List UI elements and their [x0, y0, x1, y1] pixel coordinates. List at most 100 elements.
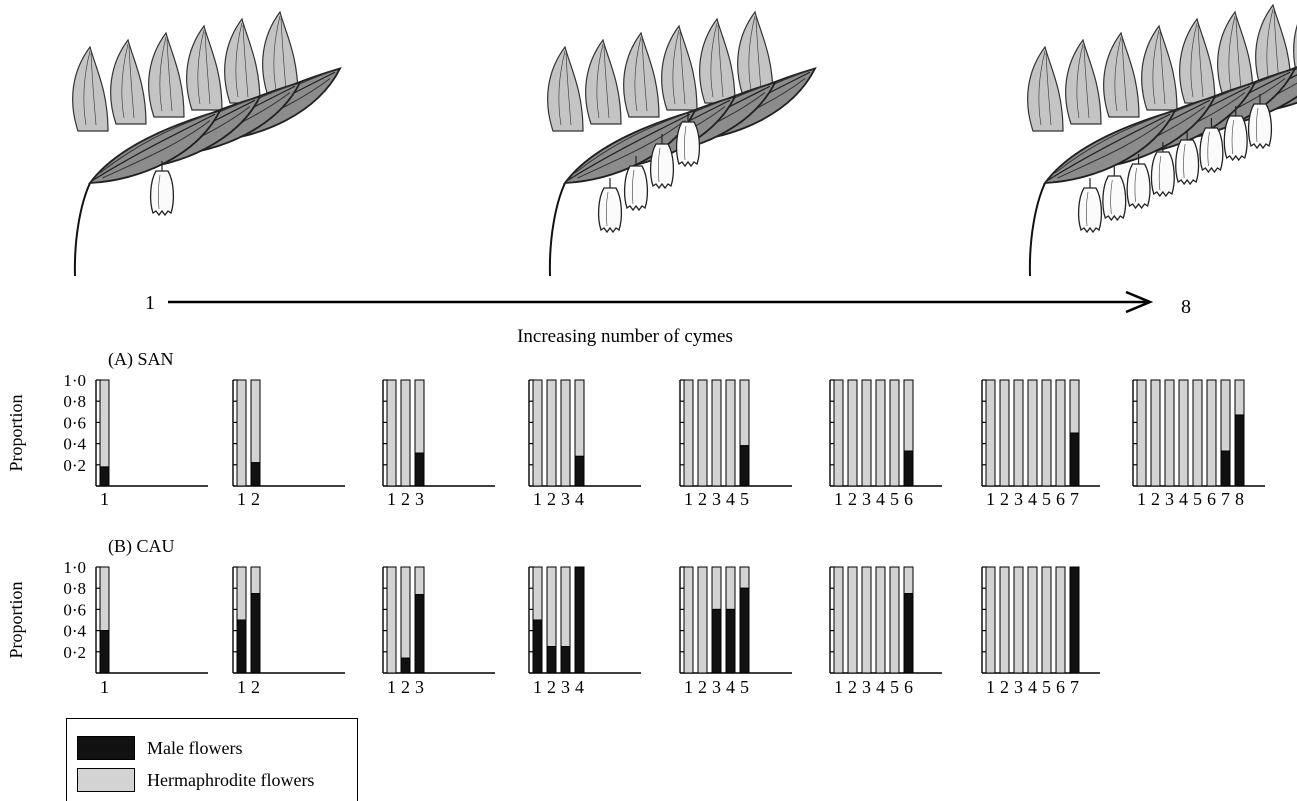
- hermaphrodite-bar: [1206, 379, 1217, 487]
- male-bar: [250, 462, 261, 487]
- x-tick-label: 1: [533, 677, 542, 697]
- stem: [73, 182, 91, 277]
- male-bar: [99, 466, 110, 487]
- hermaphrodite-bar: [1041, 379, 1052, 487]
- hermaphrodite-bar: [1013, 379, 1024, 487]
- bract-leaf: [623, 32, 660, 118]
- male-bar: [725, 608, 736, 674]
- x-tick-label: 5: [740, 489, 749, 509]
- bract-leaf: [72, 46, 109, 132]
- male-bar: [99, 630, 110, 674]
- male-bar: [1069, 566, 1080, 674]
- x-tick-label: 5: [890, 677, 899, 697]
- hermaphrodite-bar: [683, 379, 694, 487]
- male-bar: [739, 445, 750, 487]
- x-tick-label: 2: [698, 489, 707, 509]
- bract-leaf: [661, 25, 698, 111]
- hermaphrodite-bar: [546, 379, 557, 487]
- hermaphrodite-bar: [889, 379, 900, 487]
- male-bar: [739, 587, 750, 674]
- hermaphrodite-bar: [1055, 566, 1066, 674]
- hermaphrodite-bar: [1234, 379, 1245, 416]
- hermaphrodite-bar: [250, 379, 261, 464]
- bract-leaf: [262, 11, 299, 97]
- x-tick-label: 4: [575, 489, 584, 509]
- hermaphrodite-bar: [1164, 379, 1175, 487]
- x-tick-label: 6: [1207, 489, 1216, 509]
- hermaphrodite-bar: [236, 566, 247, 621]
- bract-leaf: [186, 25, 223, 111]
- hermaphrodite-bar: [560, 379, 571, 487]
- hermaphrodite-bar: [833, 379, 844, 487]
- hermaphrodite-bar: [386, 379, 397, 487]
- hermaphrodite-bar: [739, 379, 750, 447]
- x-tick-label: 4: [726, 489, 735, 509]
- x-tick-label: 2: [251, 489, 260, 509]
- x-tick-label: 2: [848, 489, 857, 509]
- bract-leaf: [1027, 46, 1064, 132]
- legend-male-label: Male flowers: [147, 737, 243, 758]
- x-tick-label: 1: [986, 489, 995, 509]
- bract-leaf: [224, 18, 261, 104]
- male-bar: [711, 608, 722, 674]
- hermaphrodite-bar: [236, 379, 247, 487]
- flower-icon: [597, 177, 623, 233]
- x-tick-label: 3: [415, 489, 424, 509]
- bract-leaf: [1141, 25, 1178, 111]
- x-tick-label: 2: [547, 489, 556, 509]
- hermaphrodite-bar: [1178, 379, 1189, 487]
- hermaphrodite-bar: [697, 566, 708, 674]
- x-tick-label: 6: [1056, 677, 1065, 697]
- legend-item-male: Male flowers: [77, 735, 242, 761]
- male-bar: [560, 646, 571, 674]
- hermaphrodite-bar: [1069, 379, 1080, 434]
- male-bar: [414, 594, 425, 674]
- x-tick-label: 4: [726, 677, 735, 697]
- x-tick-label: 3: [1165, 489, 1174, 509]
- hermaphrodite-bar: [861, 566, 872, 674]
- x-tick-label: 1: [387, 489, 396, 509]
- male-bar: [903, 593, 914, 674]
- hermaphrodite-bar: [574, 379, 585, 457]
- male-bar: [1220, 450, 1231, 487]
- arrow-caption: Increasing number of cymes: [517, 326, 733, 347]
- x-tick-label: 2: [1000, 677, 1009, 697]
- hermaphrodite-bar: [739, 566, 750, 589]
- bract-leaf: [148, 32, 185, 118]
- hermaphrodite-bar: [847, 566, 858, 674]
- hermaphrodite-bar: [725, 379, 736, 487]
- bract-leaf: [737, 11, 774, 97]
- x-tick-label: 1: [834, 677, 843, 697]
- hermaphrodite-bar: [711, 379, 722, 487]
- x-tick-label: 2: [401, 677, 410, 697]
- x-tick-label: 3: [712, 489, 721, 509]
- x-tick-label: 1: [237, 489, 246, 509]
- x-tick-label: 2: [848, 677, 857, 697]
- x-tick-label: 3: [1014, 677, 1023, 697]
- bar-panel-1: 1: [95, 566, 208, 697]
- x-tick-label: 2: [698, 677, 707, 697]
- stem: [1028, 182, 1046, 277]
- x-tick-label: 3: [415, 677, 424, 697]
- x-tick-label: 2: [1000, 489, 1009, 509]
- flower-icon: [1077, 177, 1103, 233]
- hermaphrodite-bar: [861, 379, 872, 487]
- x-tick-label: 3: [561, 489, 570, 509]
- y-tick-label: 0·8: [63, 579, 86, 598]
- x-tick-label: 1: [986, 677, 995, 697]
- x-tick-label: 3: [1014, 489, 1023, 509]
- hermaphrodite-bar: [546, 566, 557, 647]
- x-tick-label: 5: [1042, 489, 1051, 509]
- hermaphrodite-bar: [985, 379, 996, 487]
- hermaphrodite-bar: [400, 566, 411, 659]
- hermaphrodite-bar: [1150, 379, 1161, 487]
- hermaphrodite-bar: [386, 566, 397, 674]
